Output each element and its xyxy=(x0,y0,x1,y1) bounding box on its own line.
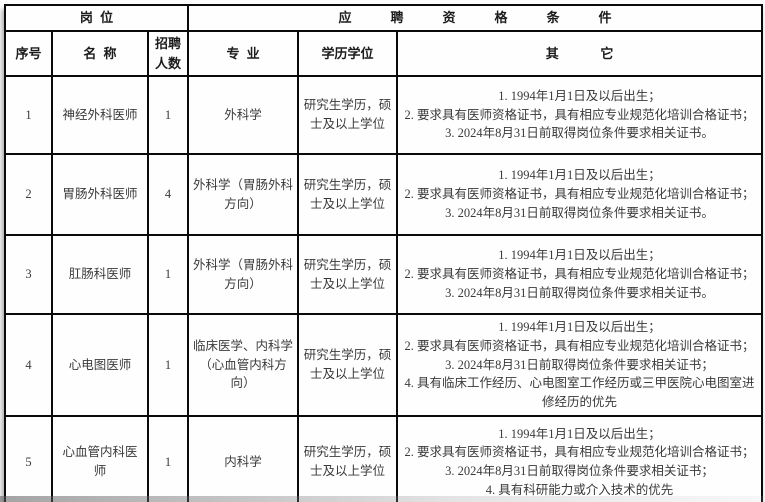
cell-major: 外科学（胃肠外科方向） xyxy=(187,153,300,236)
header-qualification-group: 应聘资格条件 xyxy=(187,4,764,32)
cell-name: 胃肠外科医师 xyxy=(51,153,149,236)
cell-name: 神经外科医师 xyxy=(51,75,149,155)
cell-major: 外科学 xyxy=(187,75,300,155)
cell-count: 4 xyxy=(146,153,190,236)
cell-name: 心血管内科医师 xyxy=(51,415,149,502)
cell-major: 临床医学、内科学（心血管内科方向） xyxy=(187,313,300,417)
cell-degree: 研究生学历，硕士及以上学位 xyxy=(297,75,399,155)
cell-count: 1 xyxy=(146,234,190,315)
column-header-degree: 学历学位 xyxy=(297,30,399,77)
cell-no: 4 xyxy=(4,313,53,417)
cell-name: 肛肠科医师 xyxy=(51,234,149,315)
cell-no: 3 xyxy=(4,234,53,315)
cell-other: 1. 1994年1月1日及以后出生； 2. 要求具有医师资格证书，具有相应专业规… xyxy=(396,313,764,417)
cell-name: 心电图医师 xyxy=(51,313,149,417)
header-post-group: 岗位 xyxy=(3,4,190,32)
column-header-count: 招聘人数 xyxy=(146,30,190,77)
column-header-major: 专业 xyxy=(187,30,300,77)
table-row: 2 胃肠外科医师 4 外科学（胃肠外科方向） 研究生学历，硕士及以上学位 1. … xyxy=(4,153,764,236)
cell-count: 1 xyxy=(146,75,190,155)
column-header-row: 序号 名称 招聘人数 专业 学历学位 其它 xyxy=(4,30,764,77)
table-row: 3 肛肠科医师 1 外科学（胃肠外科方向） 研究生学历，硕士及以上学位 1. 1… xyxy=(4,234,764,315)
cell-degree: 研究生学历，硕士及以上学位 xyxy=(297,234,399,315)
cell-degree: 研究生学历，硕士及以上学位 xyxy=(297,153,399,236)
cell-major: 外科学（胃肠外科方向） xyxy=(187,234,300,315)
column-header-no: 序号 xyxy=(4,30,53,77)
cell-no: 1 xyxy=(4,75,53,155)
table-row: 4 心电图医师 1 临床医学、内科学（心血管内科方向） 研究生学历，硕士及以上学… xyxy=(4,313,764,417)
cell-count: 1 xyxy=(146,415,190,502)
cell-other: 1. 1994年1月1日及以后出生； 2. 要求具有医师资格证书，具有相应专业规… xyxy=(396,75,764,155)
cell-other: 1. 1994年1月1日及以后出生； 2. 要求具有医师资格证书，具有相应专业规… xyxy=(396,234,764,315)
table-row: 5 心血管内科医师 1 内科学 研究生学历，硕士及以上学位 1. 1994年1月… xyxy=(4,415,764,502)
cell-degree: 研究生学历，硕士及以上学位 xyxy=(297,415,399,502)
column-header-name: 名称 xyxy=(51,30,149,77)
table-row: 1 神经外科医师 1 外科学 研究生学历，硕士及以上学位 1. 1994年1月1… xyxy=(4,75,764,155)
cell-other: 1. 1994年1月1日及以后出生； 2. 要求具有医师资格证书，具有相应专业规… xyxy=(396,153,764,236)
cell-no: 2 xyxy=(4,153,53,236)
header-group-row: 岗位 应聘资格条件 xyxy=(3,4,764,32)
photo-shadow xyxy=(0,496,765,502)
cell-no: 5 xyxy=(4,415,53,502)
recruitment-table: 岗位 应聘资格条件 序号 名称 招聘人数 专业 学历学位 其它 1 神经外科医师… xyxy=(3,4,764,502)
cell-count: 1 xyxy=(146,313,190,417)
cell-degree: 研究生学历，硕士及以上学位 xyxy=(297,313,399,417)
cell-major: 内科学 xyxy=(187,415,300,502)
cell-other: 1. 1994年1月1日及以后出生； 2. 要求具有医师资格证书，具有相应专业规… xyxy=(396,415,764,502)
column-header-other: 其它 xyxy=(396,30,764,77)
